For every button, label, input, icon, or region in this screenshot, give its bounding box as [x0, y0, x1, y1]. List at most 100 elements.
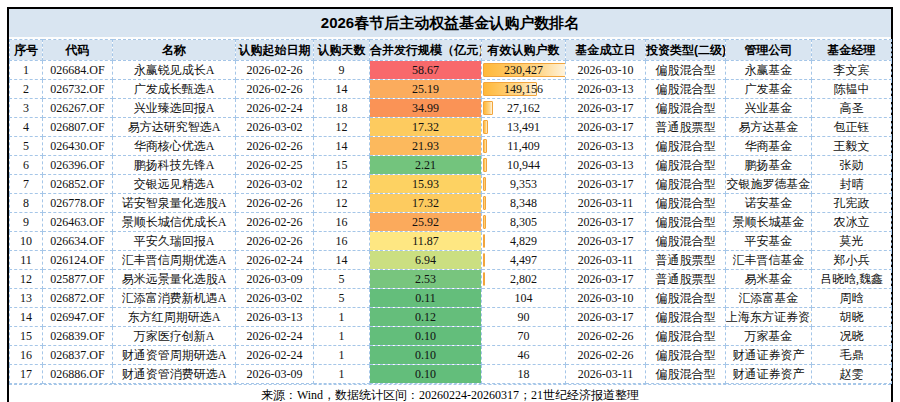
cell-est_date: 2026-03-13 — [566, 156, 646, 175]
cell-start_date: 2026-02-26 — [236, 137, 314, 156]
cell-rank: 14 — [10, 308, 43, 327]
cell-days: 1 — [314, 327, 370, 346]
holders-value: 4,497 — [510, 253, 537, 267]
cell-holders: 9,353 — [482, 175, 566, 194]
cell-scale: 0.10 — [370, 346, 482, 365]
holders-data-bar — [483, 139, 487, 153]
cell-type: 偏股混合型 — [646, 327, 726, 346]
cell-code: 026430.OF — [43, 137, 113, 156]
cell-scale: 11.87 — [370, 232, 482, 251]
holders-data-bar — [483, 177, 486, 191]
cell-name: 景顺长城信优成长A — [113, 213, 236, 232]
cell-start_date: 2026-03-09 — [236, 365, 314, 384]
cell-scale: 25.92 — [370, 213, 482, 232]
cell-rank: 2 — [10, 80, 43, 99]
cell-start_date: 2026-03-02 — [236, 289, 314, 308]
cell-code: 026947.OF — [43, 308, 113, 327]
cell-company: 财通证券资产 — [726, 365, 812, 384]
cell-rank: 13 — [10, 289, 43, 308]
cell-rank: 9 — [10, 213, 43, 232]
cell-days: 1 — [314, 346, 370, 365]
cell-est_date: 2026-03-13 — [566, 137, 646, 156]
cell-type: 普通股票型 — [646, 251, 726, 270]
table-row: 9026463.OF景顺长城信优成长A2026-02-261625.928,30… — [10, 213, 892, 232]
cell-scale: 21.93 — [370, 137, 482, 156]
cell-scale: 0.11 — [370, 289, 482, 308]
cell-code: 026684.OF — [43, 61, 113, 80]
cell-start_date: 2026-02-26 — [236, 213, 314, 232]
holders-value: 11,409 — [507, 139, 540, 153]
cell-est_date: 2026-03-11 — [566, 251, 646, 270]
cell-manager: 莫光 — [812, 232, 892, 251]
cell-rank: 1 — [10, 61, 43, 80]
holders-value: 18 — [518, 367, 530, 381]
holders-data-bar — [483, 215, 486, 229]
cell-code: 026267.OF — [43, 99, 113, 118]
cell-name: 永赢锐见成长A — [113, 61, 236, 80]
cell-days: 16 — [314, 232, 370, 251]
cell-scale: 17.32 — [370, 194, 482, 213]
ranking-table: 2026春节后主动权益基金认购户数排名 序号代码名称认购起始日期认购天数合并发行… — [7, 7, 893, 402]
cell-type: 偏股混合型 — [646, 137, 726, 156]
cell-manager: 陈韫中 — [812, 80, 892, 99]
cell-est_date: 2026-03-11 — [566, 194, 646, 213]
cell-manager: 毛鼎 — [812, 346, 892, 365]
table-row: 8026778.OF诺安智泉量化选股A2026-02-261217.328,34… — [10, 194, 892, 213]
cell-est_date: 2026-02-26 — [566, 327, 646, 346]
cell-days: 5 — [314, 289, 370, 308]
holders-value: 8,305 — [510, 215, 537, 229]
holders-value: 9,353 — [510, 177, 537, 191]
cell-scale: 0.10 — [370, 365, 482, 384]
cell-company: 广发基金 — [726, 80, 812, 99]
column-header-type: 投资类型(二级) — [646, 40, 726, 61]
cell-scale: 34.99 — [370, 99, 482, 118]
cell-code: 026839.OF — [43, 327, 113, 346]
cell-holders: 18 — [482, 365, 566, 384]
cell-company: 汇添富基金 — [726, 289, 812, 308]
cell-rank: 15 — [10, 327, 43, 346]
cell-start_date: 2026-02-24 — [236, 346, 314, 365]
cell-days: 12 — [314, 194, 370, 213]
cell-holders: 4,829 — [482, 232, 566, 251]
cell-holders: 46 — [482, 346, 566, 365]
cell-company: 华商基金 — [726, 137, 812, 156]
table-row: 4026807.OF易方达研究智选A2026-03-021217.3213,49… — [10, 118, 892, 137]
cell-type: 偏股混合型 — [646, 232, 726, 251]
cell-days: 15 — [314, 156, 370, 175]
cell-name: 易方达研究智选A — [113, 118, 236, 137]
table-row: 3026267.OF兴业臻选回报A2026-02-241834.9927,162… — [10, 99, 892, 118]
cell-name: 鹏扬科技先锋A — [113, 156, 236, 175]
cell-holders: 149,156 — [482, 80, 566, 99]
holders-value: 70 — [518, 329, 530, 343]
cell-start_date: 2026-03-13 — [236, 308, 314, 327]
cell-manager: 高圣 — [812, 99, 892, 118]
cell-code: 026463.OF — [43, 213, 113, 232]
holders-value: 230,427 — [504, 63, 543, 77]
holders-data-bar — [483, 158, 487, 172]
column-header-scale: 合并发行规模（亿元） — [370, 40, 482, 61]
table-row: 14026947.OF东方红周期研选A2026-03-1310.12902026… — [10, 308, 892, 327]
table-row: 13026872.OF汇添富消费新机遇A2026-03-0250.1110420… — [10, 289, 892, 308]
cell-holders: 230,427 — [482, 61, 566, 80]
cell-start_date: 2026-02-26 — [236, 61, 314, 80]
cell-name: 万家医疗创新A — [113, 327, 236, 346]
cell-rank: 16 — [10, 346, 43, 365]
cell-holders: 11,409 — [482, 137, 566, 156]
cell-est_date: 2026-03-17 — [566, 175, 646, 194]
cell-code: 026396.OF — [43, 156, 113, 175]
column-header-company: 管理公司 — [726, 40, 812, 61]
cell-rank: 17 — [10, 365, 43, 384]
cell-days: 1 — [314, 308, 370, 327]
cell-company: 易米基金 — [726, 270, 812, 289]
cell-start_date: 2026-02-26 — [236, 232, 314, 251]
cell-company: 兴业基金 — [726, 99, 812, 118]
cell-type: 偏股混合型 — [646, 80, 726, 99]
cell-start_date: 2026-02-26 — [236, 80, 314, 99]
table-row: 17026886.OF财通资管消费研选A2026-03-0910.1018202… — [10, 365, 892, 384]
cell-code: 026124.OF — [43, 251, 113, 270]
cell-type: 偏股混合型 — [646, 346, 726, 365]
cell-manager: 胡晓 — [812, 308, 892, 327]
table-row: 1026684.OF永赢锐见成长A2026-02-26958.67230,427… — [10, 61, 892, 80]
cell-start_date: 2026-02-24 — [236, 327, 314, 346]
cell-holders: 27,162 — [482, 99, 566, 118]
